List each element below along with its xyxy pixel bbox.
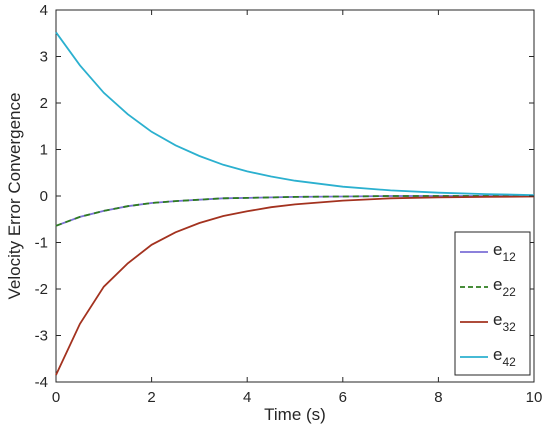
tick-layer: 0 2 4 6 8 10 -4 -3 -2 -1 0 1 2 3 4 — [35, 2, 543, 406]
x-tick-label: 4 — [243, 389, 251, 406]
x-tick-label: 8 — [434, 389, 442, 406]
y-tick-label: 1 — [40, 142, 48, 159]
series-layer — [55, 31, 535, 376]
legend-label-e42: e42 — [493, 345, 516, 369]
y-tick-label: 3 — [40, 49, 48, 66]
y-tick-label: 2 — [40, 95, 48, 112]
y-tick-label: 4 — [40, 2, 48, 19]
series-line-e32 — [55, 195, 535, 376]
x-tick-label: 10 — [526, 389, 543, 406]
x-tick-label: 6 — [339, 389, 347, 406]
series-line-e22 — [55, 195, 534, 227]
x-axis-label: Time (s) — [264, 405, 326, 424]
y-tick-label: -1 — [35, 235, 48, 252]
x-tick-label: 0 — [52, 389, 60, 406]
y-tick-label: -4 — [35, 374, 48, 391]
legend-items: e12 e22 e32 e42 — [460, 240, 516, 369]
y-tick-label: 0 — [40, 188, 48, 205]
legend-label-e32: e32 — [493, 310, 516, 334]
legend-box — [454, 231, 531, 376]
legend: e12 e22 e32 e42 — [454, 231, 531, 376]
y-tick-label: -3 — [35, 328, 48, 345]
series-line-e42 — [55, 31, 535, 196]
y-tick-label: -2 — [35, 281, 48, 298]
legend-label-e12: e12 — [493, 240, 516, 264]
y-axis-label: Velocity Error Convergence — [5, 93, 24, 300]
legend-label-e22: e22 — [493, 275, 516, 299]
x-tick-label: 2 — [147, 389, 155, 406]
